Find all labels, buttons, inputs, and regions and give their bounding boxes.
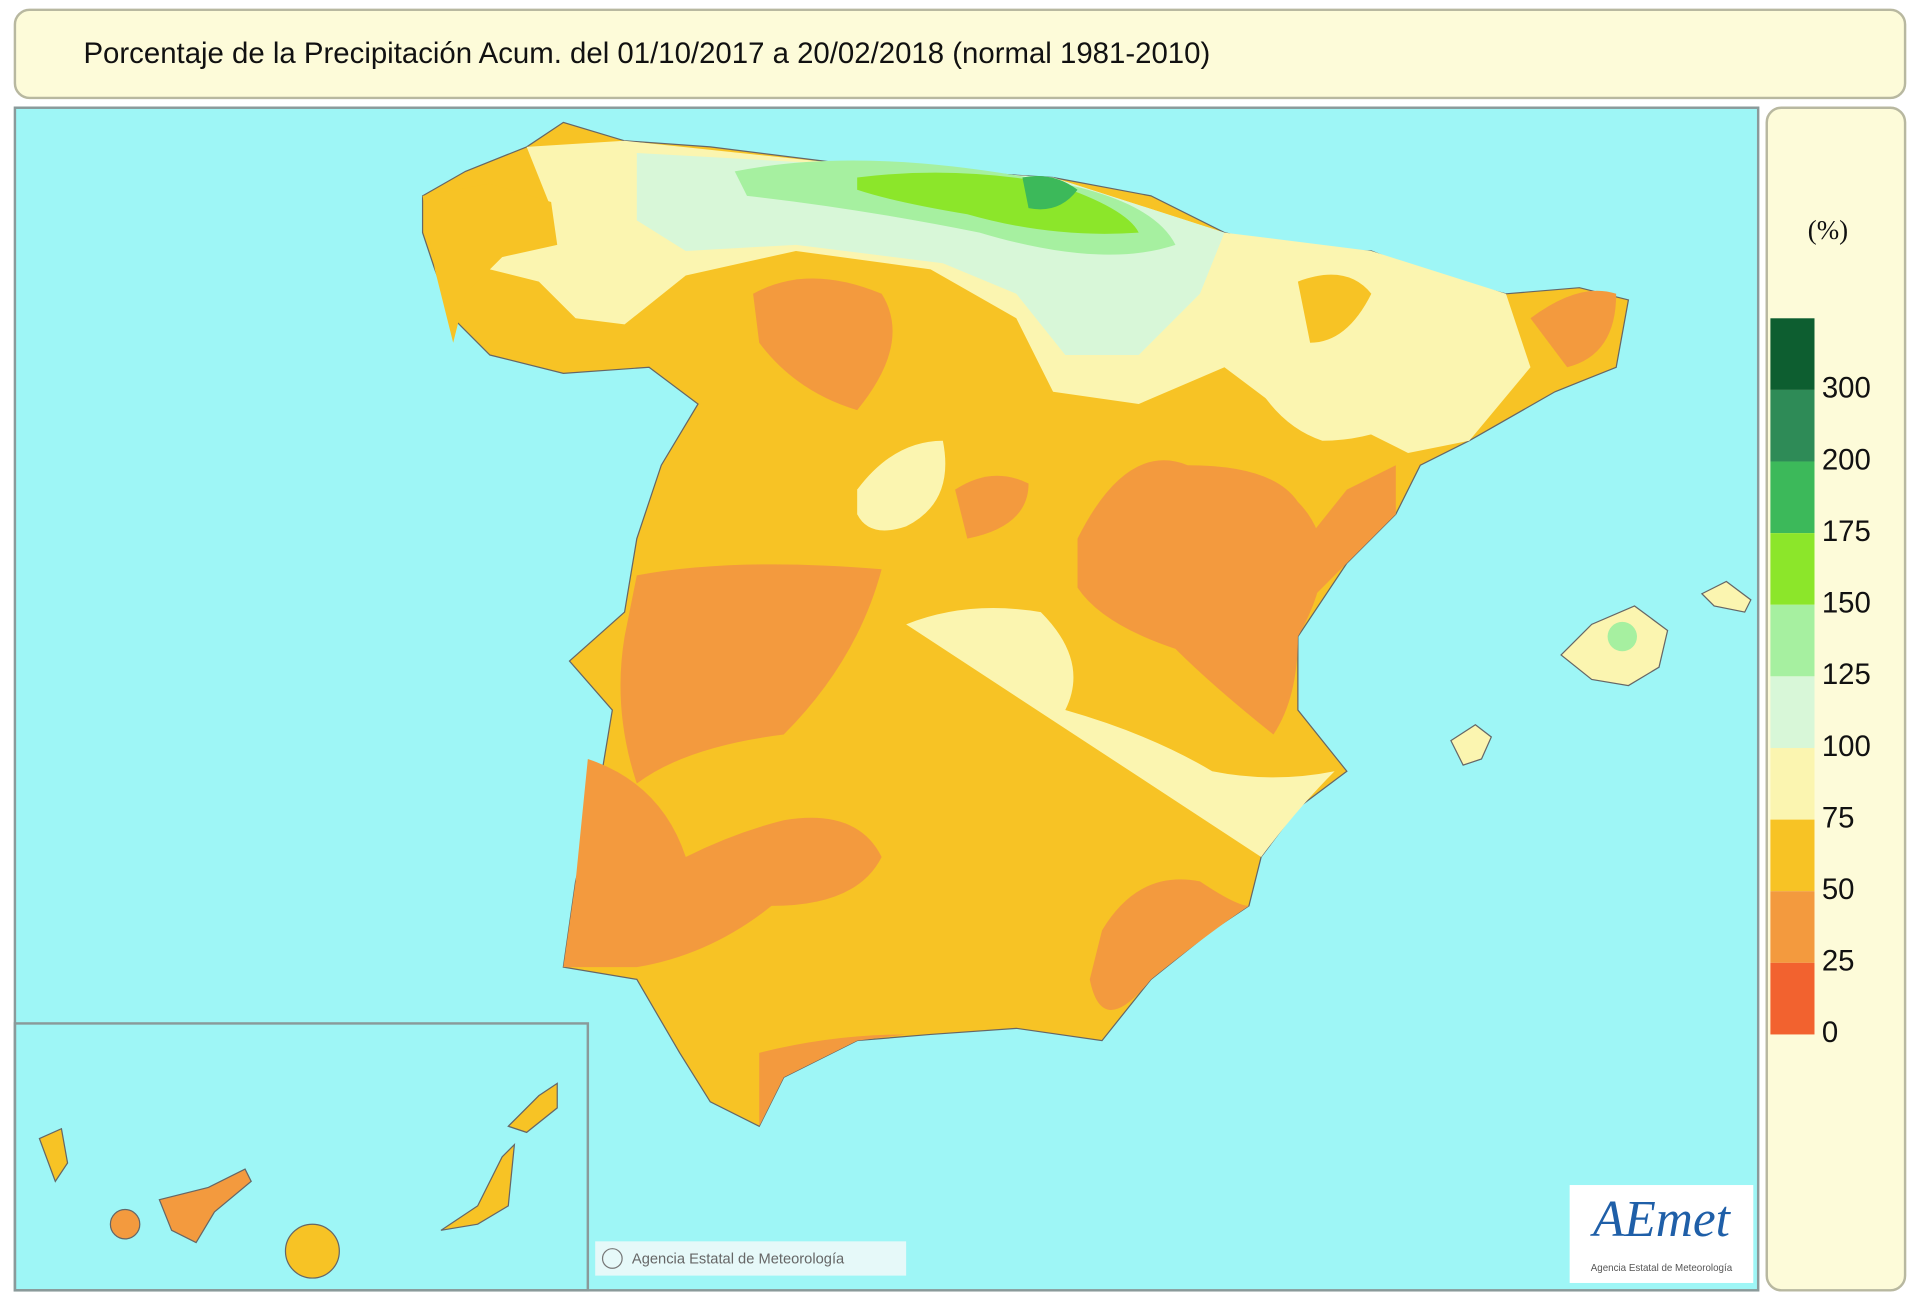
orange-zone bbox=[1297, 465, 1396, 613]
legend-label: 300 bbox=[1822, 372, 1871, 405]
legend-label: 175 bbox=[1822, 515, 1871, 548]
copyright-mark bbox=[601, 1248, 623, 1269]
credit: Agencia Estatal de Meteorología bbox=[632, 1252, 845, 1268]
menorca bbox=[1700, 580, 1752, 613]
legend-unit: (%) bbox=[1808, 215, 1848, 245]
header-box bbox=[13, 8, 1907, 100]
wettest-zone bbox=[1022, 175, 1078, 210]
orange-zone bbox=[620, 564, 882, 784]
canary-inset bbox=[13, 1022, 590, 1292]
legend-swatch bbox=[1770, 819, 1815, 892]
ibiza bbox=[1450, 723, 1493, 766]
legend-swatch bbox=[1770, 318, 1815, 390]
logo-bg bbox=[1569, 1185, 1754, 1283]
legend-swatch bbox=[1770, 747, 1815, 820]
orange-zone bbox=[563, 759, 882, 968]
dry-center-zone bbox=[857, 440, 946, 531]
legend-label: 125 bbox=[1822, 658, 1871, 691]
very-wet-zone bbox=[857, 172, 1139, 234]
legend-label: 25 bbox=[1822, 945, 1855, 978]
orange-zone bbox=[759, 1034, 907, 1127]
legend-swatch bbox=[1770, 389, 1815, 462]
legend-label: 150 bbox=[1822, 587, 1871, 620]
legend-label: 200 bbox=[1822, 443, 1871, 476]
legend: (%) 300 200 175 150 125 100 75 50 25 0 bbox=[1765, 106, 1907, 1292]
title: Porcentaje de la Precipitación Acum. del… bbox=[83, 37, 1210, 70]
legend-label: 0 bbox=[1822, 1016, 1838, 1049]
dry-ebro-zone bbox=[1261, 345, 1433, 441]
la-palma bbox=[38, 1127, 69, 1183]
legend-swatch bbox=[1770, 533, 1815, 605]
orange-zone bbox=[955, 475, 1029, 539]
logo-name: AEmet bbox=[1590, 1191, 1732, 1248]
orange-zone bbox=[753, 278, 893, 411]
orange-zone bbox=[1530, 290, 1617, 368]
legend-swatch bbox=[1770, 891, 1815, 963]
orange-zone bbox=[1089, 879, 1249, 1010]
legend-label: 50 bbox=[1822, 873, 1855, 906]
peninsula bbox=[421, 121, 1630, 1128]
credit-bg bbox=[595, 1241, 907, 1276]
ebro-orange bbox=[1297, 274, 1372, 343]
logo: AEmet Agencia Estatal de Meteorología bbox=[1569, 1185, 1754, 1283]
legend-label: 75 bbox=[1822, 801, 1855, 834]
legend-swatch bbox=[1770, 962, 1815, 1035]
balearic-islands bbox=[1450, 580, 1752, 766]
galicia-west bbox=[422, 183, 558, 343]
legend-swatch bbox=[1770, 461, 1815, 534]
tenerife bbox=[158, 1168, 252, 1244]
lanzarote bbox=[507, 1082, 558, 1134]
orange-zone bbox=[1077, 460, 1323, 735]
logo-subtitle: Agencia Estatal de Meteorología bbox=[1591, 1263, 1733, 1274]
mallorca-wet bbox=[1607, 621, 1637, 652]
canary-islands bbox=[38, 1082, 558, 1279]
la-gomera bbox=[109, 1208, 141, 1240]
gran-canaria bbox=[284, 1223, 340, 1279]
credit-box: Agencia Estatal de Meteorología bbox=[595, 1241, 907, 1276]
dry-center-zone bbox=[906, 608, 1335, 857]
legend-label: 100 bbox=[1822, 730, 1871, 763]
fuerteventura bbox=[440, 1142, 516, 1231]
legend-swatch bbox=[1770, 604, 1815, 677]
legend-swatch bbox=[1770, 676, 1815, 748]
